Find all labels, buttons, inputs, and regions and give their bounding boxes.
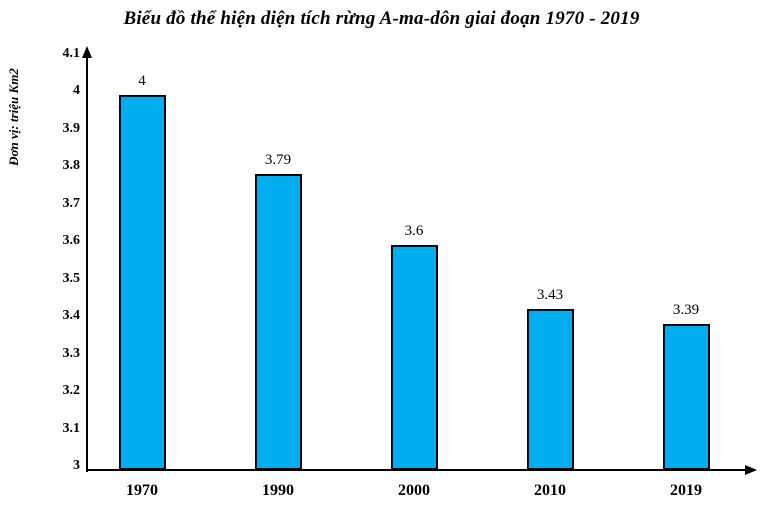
y-axis-tick-label: 4: [73, 83, 80, 98]
x-axis-label-2010: 2010: [534, 482, 566, 499]
y-axis-tick-label: 3.3: [62, 345, 81, 361]
bar-2000: [390, 245, 438, 470]
bar-1990: [254, 173, 302, 470]
x-axis-label-1990: 1990: [262, 482, 294, 499]
x-axis-label-1970: 1970: [126, 482, 158, 499]
y-axis-tick-label: 3.5: [62, 270, 81, 286]
bar-value-label: 3.43: [536, 286, 564, 303]
y-axis-tick-label: 3.7: [62, 195, 81, 211]
y-axis-tick-label: 3.8: [62, 158, 81, 173]
y-axis-line: [85, 54, 89, 472]
x-axis-arrow-icon: [745, 465, 757, 475]
bar-value-label: 3.6: [404, 223, 424, 239]
y-axis-arrow-icon: [82, 46, 92, 58]
bar-2019: [662, 323, 710, 470]
x-axis-label-2000: 2000: [398, 482, 430, 499]
x-axis-label-2019: 2019: [670, 482, 702, 499]
y-axis-tick-label: 3.2: [62, 383, 81, 398]
bar-1970: [118, 95, 166, 470]
y-axis-tick-label: 3: [73, 458, 80, 473]
bar-value-label: 4: [138, 73, 146, 89]
y-axis-tick-label: 3.6: [62, 233, 81, 248]
y-axis-tick-label: 3.9: [62, 120, 81, 136]
y-axis-tick-label: 3.1: [62, 420, 81, 436]
bar-2010: [526, 308, 574, 470]
bar-value-label: 3.39: [672, 301, 700, 318]
bar-value-label: 3.79: [264, 151, 292, 168]
y-axis-unit-label: Đơn vị: triệu Km2: [6, 68, 21, 166]
y-axis-tick-label: 3.4: [62, 308, 81, 323]
y-axis-tick-label: 4.1: [62, 45, 81, 61]
chart-title: Biểu đồ thể hiện diện tích rừng A-ma-dôn…: [123, 8, 640, 29]
